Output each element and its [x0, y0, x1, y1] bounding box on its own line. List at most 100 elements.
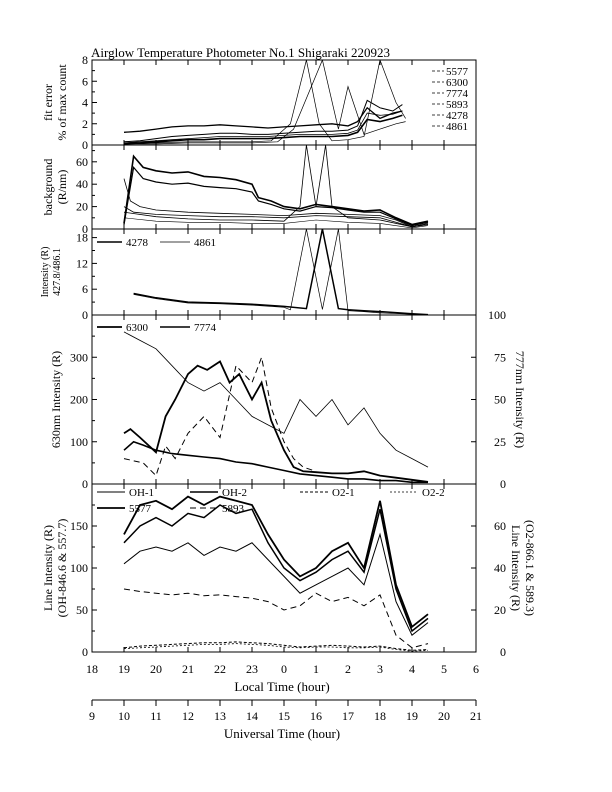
- x-tick-label: 2: [345, 662, 351, 676]
- y-tick-label: 12: [76, 256, 88, 270]
- legend-label: 4861: [446, 121, 468, 133]
- series-line-7774-thin: [123, 331, 429, 468]
- x-axis2-tick-label: 16: [310, 709, 322, 723]
- series-line-4861: [124, 60, 406, 145]
- series-line-4278: [124, 60, 406, 144]
- legend-label: O2-1: [332, 487, 355, 499]
- x-axis2-tick-label: 15: [278, 709, 290, 723]
- series-line-5577: [123, 154, 429, 226]
- y-right-tick-label: 0: [500, 645, 506, 659]
- x-axis2-label: Universal Time (hour): [224, 726, 340, 741]
- y-axis-label: 630nm Intensity (R): [49, 351, 63, 448]
- legend-label: 4278: [126, 237, 149, 249]
- y-right-tick-label: 20: [494, 603, 506, 617]
- x-axis2-tick-label: 10: [118, 709, 130, 723]
- y-tick-label: 2: [82, 117, 88, 131]
- x-axis-label: Local Time (hour): [234, 679, 329, 694]
- x-tick-label: 20: [150, 662, 162, 676]
- panel-frame: [91, 144, 477, 230]
- panel-frame: [91, 59, 477, 146]
- y-right-tick-label: 0: [500, 477, 506, 491]
- y-tick-label: 20: [76, 200, 88, 214]
- y-tick-label: 8: [82, 53, 88, 67]
- x-tick-label: 0: [281, 662, 287, 676]
- y-tick-label: 0: [82, 222, 88, 236]
- y-axis-right-label: (O2-866.1 & 589.3): [523, 520, 537, 616]
- series-line-5577: [123, 106, 403, 133]
- x-axis: 18 19 20 21 22 23 0 1 2 3 4 5 6: [86, 662, 479, 676]
- x-axis2-tick-label: 17: [342, 709, 354, 723]
- y-axis-label: background: [41, 159, 55, 216]
- y-tick-label: 0: [82, 477, 88, 491]
- y-tick-label: 200: [70, 393, 88, 407]
- x-axis2-tick-label: 18: [374, 709, 386, 723]
- x-axis2-tick-label: 11: [150, 709, 162, 723]
- x-tick-label: 5: [441, 662, 447, 676]
- panel-frame: [91, 228, 477, 316]
- legend-label: 6300: [446, 77, 469, 89]
- y-right-tick-label: 25: [494, 435, 506, 449]
- series-line-O2-1: [123, 641, 429, 651]
- y-axis-label: fit error: [41, 84, 55, 121]
- y-tick-label: 4: [82, 96, 88, 110]
- panel-intensity-blue: 0 6 12 18 Intensity (R) 427.8/486.1 4278 4861: [40, 228, 477, 322]
- series-group: [123, 331, 429, 484]
- y-tick-label: 18: [76, 231, 88, 245]
- y-tick-label: 40: [76, 177, 88, 191]
- series-line-O2-2: [123, 643, 429, 652]
- legend-label: 4278: [446, 110, 469, 122]
- x-axis2-tick-label: 12: [182, 709, 194, 723]
- legend-label: O2-2: [422, 487, 445, 499]
- x-axis2-tick-label: 21: [470, 709, 482, 723]
- x-axis2-tick-label: 14: [246, 709, 258, 723]
- legend-label: OH-1: [129, 487, 154, 499]
- series-line-7774: [123, 440, 428, 484]
- y-axis-label: (OH-846.6 & 557.7): [55, 519, 69, 618]
- series-line-5893: [123, 206, 429, 228]
- series-line-OH-1: [123, 532, 429, 636]
- y-tick-label: 0: [82, 308, 88, 322]
- panel-intensity-red: 0 100 200 300 0 25 50 75 100 630nm Intensity (R) 7…: [49, 308, 527, 491]
- legend-label: 5577: [446, 66, 469, 78]
- x-tick-label: 6: [473, 662, 479, 676]
- y-right-tick-label: 40: [494, 561, 506, 575]
- y-tick-label: 6: [82, 282, 88, 296]
- series-group: [123, 495, 429, 652]
- x-axis2-tick-label: 9: [89, 709, 95, 723]
- x-tick-label: 3: [377, 662, 383, 676]
- y-tick-label: 6: [82, 74, 88, 88]
- panel-fit-error: 0 2 4 6 8 fit error% of max count 557763007774…: [41, 53, 477, 152]
- x-axis2-tick-label: 13: [214, 709, 226, 723]
- y-right-tick-label: 50: [494, 393, 506, 407]
- y-axis-label: (R/nm): [55, 170, 69, 205]
- y-axis-label: 427.8/486.1: [52, 248, 63, 296]
- y-right-tick-label: 60: [494, 519, 506, 533]
- legend-label: 6300: [126, 322, 149, 334]
- y-tick-label: 50: [76, 603, 88, 617]
- series-line-6300: [123, 360, 429, 483]
- series-line-6300-dashed: [123, 355, 317, 477]
- series-group: [133, 229, 429, 315]
- y-tick-label: 60: [76, 155, 88, 169]
- legend-label: 7774: [446, 88, 469, 100]
- legend-label: 5577: [129, 503, 152, 515]
- y-right-tick-label: 75: [494, 350, 506, 364]
- y-tick-label: 100: [70, 561, 88, 575]
- y-tick-label: 300: [70, 350, 88, 364]
- x-tick-label: 4: [409, 662, 415, 676]
- series-line-6300: [123, 166, 429, 227]
- y-axis-label: Intensity (R): [40, 247, 51, 298]
- series-line-7774: [123, 178, 429, 228]
- series-line-7774: [123, 110, 403, 144]
- y-tick-label: 0: [82, 645, 88, 659]
- series-line-4861: [123, 217, 429, 229]
- x-axis2-tick-label: 19: [406, 709, 418, 723]
- x-axis2: 9 10 11 12 13 14 15 16 17 18 19 20 21: [89, 699, 482, 723]
- y-right-tick-label: 100: [488, 308, 506, 322]
- series-line-4861: [133, 229, 429, 315]
- y-tick-label: 100: [70, 435, 88, 449]
- panel-background: 0 20 40 60 background (R/nm): [41, 144, 477, 236]
